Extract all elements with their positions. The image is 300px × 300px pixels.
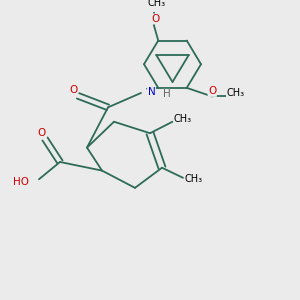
Text: O: O xyxy=(208,86,216,96)
Text: H: H xyxy=(163,89,170,99)
Text: CH₃: CH₃ xyxy=(174,114,192,124)
Text: O: O xyxy=(38,128,46,138)
Text: CH₃: CH₃ xyxy=(147,0,165,8)
Text: CH₃: CH₃ xyxy=(184,174,202,184)
Text: CH₃: CH₃ xyxy=(226,88,245,98)
Text: O: O xyxy=(151,14,159,24)
Text: HO: HO xyxy=(13,177,28,187)
Text: N: N xyxy=(148,86,155,97)
Text: O: O xyxy=(69,85,78,95)
